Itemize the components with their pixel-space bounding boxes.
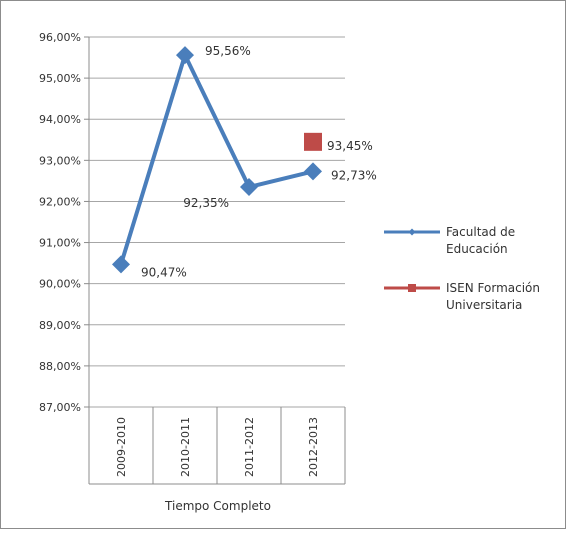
- data-label: 93,45%: [327, 139, 373, 153]
- legend: Facultad de Educación ISEN Formación Univer…: [384, 225, 540, 312]
- y-tick-label: 91,00%: [39, 237, 81, 250]
- data-point-diamond: [304, 162, 322, 181]
- data-label: 95,56%: [205, 44, 251, 58]
- data-point-diamond: [240, 178, 258, 197]
- data-point-diamond: [112, 255, 130, 274]
- y-tick-label: 96,00%: [39, 31, 81, 44]
- legend-label: Universitaria: [446, 298, 522, 312]
- y-tick-label: 89,00%: [39, 319, 81, 332]
- gridlines: [89, 36, 345, 408]
- legend-marker-diamond: [408, 228, 416, 236]
- data-point-diamond: [176, 46, 194, 65]
- x-tick-label: 2011-2012: [243, 417, 256, 477]
- x-tick-label: 2009-2010: [115, 417, 128, 477]
- y-tick-label: 90,00%: [39, 278, 81, 291]
- x-tick-label: 2010-2011: [179, 417, 192, 477]
- y-tick-label: 92,00%: [39, 195, 81, 208]
- data-label: 92,73%: [331, 168, 377, 182]
- data-label: 92,35%: [183, 196, 229, 210]
- data-point-square: [304, 132, 322, 151]
- series-line: [119, 53, 314, 265]
- legend-label: Facultad de: [446, 225, 515, 239]
- y-axis: 87,00% 88,00% 89,00% 90,00% 91,00% 92,00% 93,0…: [39, 31, 90, 414]
- y-tick-label: 95,00%: [39, 72, 81, 85]
- legend-label: Educación: [446, 242, 508, 256]
- x-tick-label: 2012-2013: [307, 417, 320, 477]
- legend-marker-square: [408, 284, 416, 292]
- y-tick-label: 94,00%: [39, 113, 81, 126]
- series-layer: [112, 46, 322, 274]
- data-label: 90,47%: [141, 265, 187, 279]
- y-tick-label: 88,00%: [39, 360, 81, 373]
- y-tick-label: 93,00%: [39, 154, 81, 167]
- x-axis-title: Tiempo Completo: [164, 499, 271, 513]
- x-axis: 2009-2010 2010-2011 2011-2012 2012-2013: [88, 407, 346, 485]
- legend-label: ISEN Formación: [446, 281, 540, 295]
- data-labels: 90,47% 95,56% 92,35% 92,73% 93,45%: [141, 44, 377, 279]
- y-tick-label: 87,00%: [39, 401, 81, 414]
